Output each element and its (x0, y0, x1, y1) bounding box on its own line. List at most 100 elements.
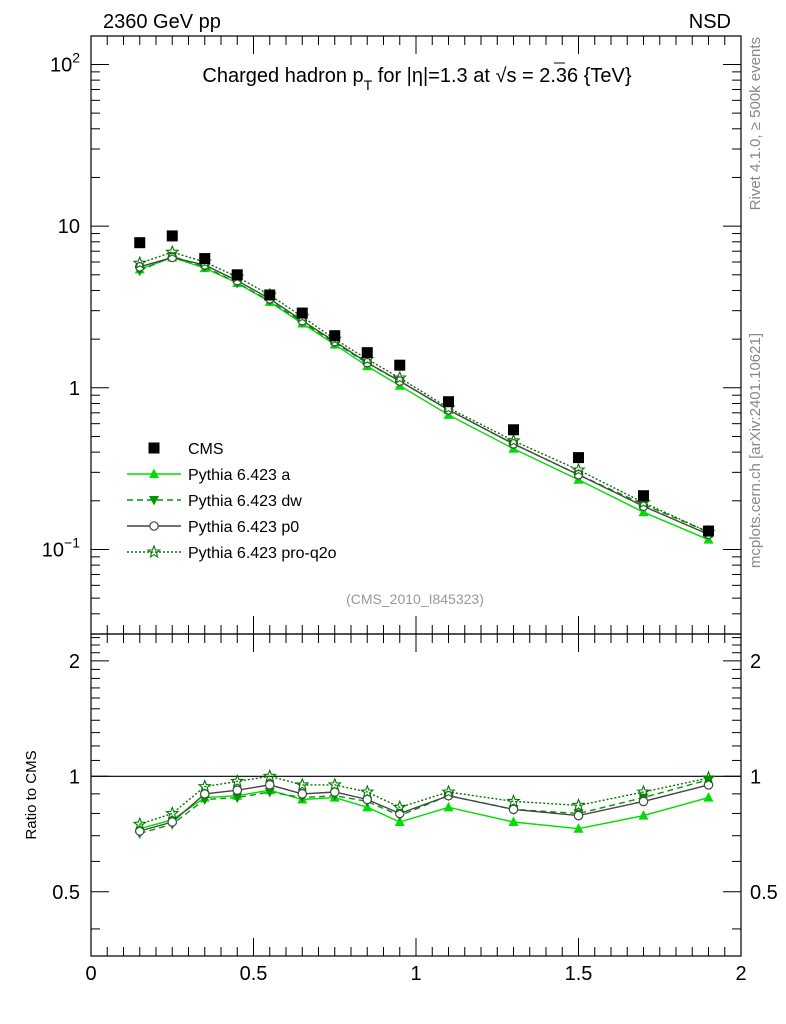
legend-label: Pythia 6.423 a (188, 467, 290, 484)
ratio-series-marker (197, 779, 212, 793)
legend-marker (146, 544, 162, 559)
main-y-axis-ticks: 10−1 1 10 102 (42, 49, 741, 635)
ratio-series-marker (571, 797, 586, 812)
ratio-series-marker (360, 784, 375, 799)
ratio-y-axis-ticks: 0.5 0.5 1 1 2 2 (52, 637, 778, 930)
x-tick-label: 2 (735, 963, 746, 985)
ratio-series-line (139, 775, 709, 825)
main-y-tick-label: 102 (50, 49, 80, 76)
ratio-series-line (139, 779, 709, 835)
x-tick-label: 0.5 (240, 963, 268, 985)
ratio-series-marker (230, 773, 245, 788)
legend-label: Pythia 6.423 pro-q2o (188, 545, 337, 562)
main-y-tick-label: 1 (69, 378, 80, 400)
ratio-series-marker (443, 790, 454, 801)
header-left-label: 2360 GeV pp (103, 11, 221, 33)
ratio-y-tick-label-right: 2 (750, 651, 761, 673)
cms-data-point (264, 289, 276, 301)
ratio-series-marker (441, 784, 456, 799)
x-axis-ticks: 0 0.5 1 1.5 2 (85, 36, 747, 985)
ratio-series-marker (638, 796, 649, 807)
main-series-marker (638, 506, 649, 517)
legend: CMS Pythia 6.423 a Pythia 6.423 dw Pythia 6… (127, 441, 337, 562)
main-series-layer (132, 230, 716, 544)
ratio-series-marker (443, 801, 454, 812)
ratio-series-marker (264, 780, 275, 790)
ratio-y-tick-label-left: 0.5 (52, 882, 80, 904)
x-tick-label: 0 (85, 963, 96, 985)
ratio-series-marker (264, 788, 275, 798)
chart-title: Charged hadron pT for |η|=1.3 at √s = 2.… (202, 65, 631, 93)
analysis-tag: (CMS_2010_I845323) (346, 591, 484, 607)
ratio-series-marker (132, 816, 147, 831)
rivet-version-label: Rivet 4.1.0, ≥ 500k events (747, 37, 764, 210)
cms-data-point (166, 230, 178, 242)
header-right-label: NSD (689, 11, 731, 33)
ratio-series-marker (262, 768, 277, 783)
ratio-series-layer (132, 768, 716, 839)
ratio-series-marker (701, 770, 716, 784)
ratio-series-marker (573, 810, 584, 821)
cms-data-point (573, 452, 584, 464)
main-series-marker (392, 370, 407, 385)
ratio-series-marker (295, 777, 310, 791)
ratio-y-axis-label: Ratio to CMS (23, 750, 40, 839)
cms-data-point (394, 359, 406, 371)
cms-data-point (361, 347, 373, 359)
ratio-series-marker (636, 784, 651, 799)
main-series-line (139, 251, 709, 533)
ratio-series-marker (703, 792, 714, 802)
cms-data-point (703, 525, 714, 537)
legend-marker (149, 496, 159, 506)
legend-label: CMS (188, 441, 224, 458)
ratio-series-marker (165, 806, 180, 820)
main-y-tick-label: 10−1 (42, 534, 80, 561)
mcplots-label: mcplots.cern.ch [arXiv:2401.10621] (747, 333, 764, 568)
cms-data-point (231, 269, 243, 281)
cms-data-point (296, 307, 308, 319)
main-y-tick-label: 10 (58, 216, 80, 238)
legend-label: Pythia 6.423 p0 (188, 519, 299, 536)
ratio-series-marker (297, 789, 308, 799)
main-series-marker (638, 501, 649, 512)
x-tick-label: 1.5 (565, 963, 593, 985)
legend-label: Pythia 6.423 dw (188, 493, 302, 510)
ratio-series-marker (362, 794, 373, 805)
ratio-series-marker (232, 785, 243, 796)
cms-data-point (199, 253, 211, 265)
ratio-series-marker (392, 799, 407, 814)
cms-data-point (508, 424, 519, 436)
x-tick-label: 1 (410, 963, 421, 985)
ratio-y-tick-label-left: 1 (69, 766, 80, 788)
ratio-series-marker (508, 804, 519, 815)
ratio-series-line (139, 789, 709, 830)
main-series-marker (132, 255, 147, 270)
main-series-line (139, 256, 709, 541)
main-series-marker (571, 462, 586, 477)
main-series-marker (573, 469, 584, 480)
ratio-series-marker (506, 793, 521, 808)
cms-data-point (134, 237, 146, 249)
main-series-line (139, 256, 709, 536)
ratio-series-marker (394, 816, 405, 827)
ratio-series-marker (232, 793, 243, 804)
ratio-series-marker (638, 810, 649, 820)
main-series-marker (165, 244, 180, 259)
cms-data-point (443, 396, 454, 408)
ratio-series-marker (573, 823, 584, 833)
ratio-y-tick-label-right: 1 (750, 766, 761, 788)
main-series-marker (506, 433, 521, 447)
legend-marker-cms (148, 442, 160, 454)
legend-marker (149, 468, 159, 478)
ratio-y-tick-label-left: 2 (69, 651, 80, 673)
legend-marker (149, 521, 159, 531)
main-series-line (139, 255, 709, 533)
cms-data-point (329, 330, 341, 342)
ratio-series-line (139, 784, 709, 832)
cms-data-point (638, 490, 649, 502)
ratio-series-marker (508, 816, 519, 827)
ratio-y-tick-label-right: 0.5 (750, 882, 778, 904)
ratio-series-marker (327, 777, 342, 791)
ratio-series-marker (167, 817, 178, 827)
